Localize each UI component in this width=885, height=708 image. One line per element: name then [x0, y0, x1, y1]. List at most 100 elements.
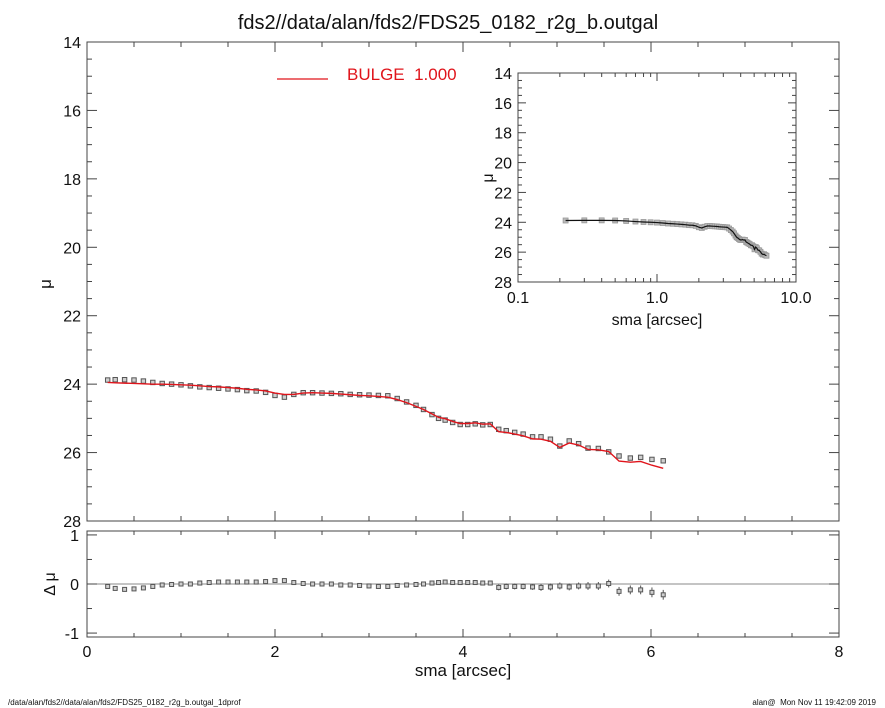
- residual-point: [112, 585, 118, 591]
- footer-right: alan@ Mon Nov 11 19:42:09 2019: [752, 698, 876, 707]
- residual-point: [150, 583, 156, 589]
- y-tick-label: 14: [63, 35, 81, 52]
- residual-point: [385, 583, 391, 589]
- residual-point: [338, 582, 344, 588]
- residual-point: [496, 584, 502, 590]
- data-point: [649, 456, 655, 463]
- residual-point: [465, 580, 471, 586]
- inset-y-tick-label: 22: [494, 185, 512, 202]
- residual-point: [530, 584, 536, 590]
- residual-point: [413, 581, 419, 587]
- residual-y-tick-label: 1: [70, 528, 79, 545]
- y-tick-label: 22: [63, 309, 81, 326]
- data-point: [197, 384, 203, 390]
- x-axis-label: sma [arcsec]: [415, 661, 511, 680]
- y-tick-label: 24: [63, 377, 81, 394]
- data-point: [385, 393, 391, 399]
- data-point: [121, 376, 128, 383]
- residual-point: [404, 582, 410, 588]
- residual-point: [328, 581, 334, 587]
- x-tick-label: 2: [271, 644, 280, 661]
- data-point: [375, 392, 382, 399]
- y-tick-label: 18: [63, 172, 81, 189]
- inset-y-tick-label: 14: [494, 66, 512, 83]
- data-point: [131, 377, 137, 383]
- inset-y-tick-label: 26: [494, 245, 512, 262]
- residual-y-tick-label: 0: [70, 577, 79, 594]
- residual-point: [234, 579, 240, 585]
- residual-point: [310, 581, 316, 587]
- data-point: [595, 445, 602, 452]
- residual-point: [429, 580, 435, 586]
- residual-point: [421, 581, 427, 587]
- inset-y-tick-label: 16: [494, 96, 512, 113]
- data-point: [225, 386, 231, 392]
- data-point: [660, 458, 666, 464]
- residual-point: [503, 583, 509, 589]
- residual-point: [512, 583, 518, 589]
- residual-point: [627, 587, 633, 593]
- main-y-label: μ: [36, 279, 55, 289]
- inset-profile-line: [565, 219, 767, 257]
- residual-point: [178, 581, 184, 587]
- inset-y-tick-label: 24: [494, 215, 512, 232]
- inset-y-tick-label: 18: [494, 126, 512, 143]
- residual-point: [436, 580, 442, 586]
- residual-point: [300, 581, 306, 587]
- data-point: [627, 455, 634, 461]
- inset-x-tick-label: 0.1: [507, 290, 529, 307]
- data-point: [637, 454, 644, 461]
- residual-y-tick-label: -1: [65, 626, 79, 643]
- residual-point: [122, 586, 128, 592]
- residual-point: [272, 578, 278, 584]
- footer-left: /data/alan/fds2//data/alan/fds2/FDS25_01…: [8, 698, 241, 707]
- data-point: [262, 389, 269, 396]
- y-tick-label: 16: [63, 103, 81, 120]
- chart-title: fds2//data/alan/fds2/FDS25_0182_r2g_b.ou…: [238, 12, 658, 34]
- residual-point: [394, 582, 400, 588]
- residual-point: [357, 582, 363, 588]
- residual-point: [660, 592, 666, 598]
- residual-point: [457, 580, 463, 586]
- legend-label: BULGE 1.000: [347, 65, 457, 84]
- residual-point: [557, 583, 563, 589]
- residual-point: [595, 583, 601, 589]
- residual-point: [472, 580, 478, 586]
- residual-point: [480, 580, 486, 586]
- data-point: [457, 421, 463, 428]
- residual-point: [347, 582, 353, 588]
- residual-point: [585, 583, 591, 589]
- inset-panel: 14 16 18 20 22 24 26 280.1 1.0 10.0: [494, 66, 811, 307]
- x-tick-label: 0: [83, 644, 92, 661]
- residual-point: [197, 580, 203, 586]
- data-point: [281, 394, 288, 400]
- residual-point: [105, 583, 111, 589]
- residual-point: [187, 581, 193, 587]
- data-point: [140, 378, 147, 384]
- inset-x-tick-label: 1.0: [646, 290, 668, 307]
- residual-point: [169, 581, 175, 587]
- residual-point: [649, 589, 655, 595]
- data-point: [112, 376, 118, 383]
- residual-point: [366, 583, 372, 589]
- residual-point: [131, 586, 137, 592]
- residual-point: [375, 583, 381, 589]
- x-tick-label: 8: [835, 644, 844, 661]
- data-point: [234, 386, 241, 393]
- inset-x-label: sma [arcsec]: [612, 312, 703, 329]
- residual-point: [140, 585, 146, 591]
- inset-x-tick-label: 10.0: [780, 290, 811, 307]
- data-point: [465, 421, 471, 428]
- data-point: [244, 387, 250, 394]
- residual-point: [159, 582, 165, 588]
- inset-y-tick-label: 28: [494, 275, 512, 292]
- data-point: [538, 434, 544, 440]
- residual-point: [319, 581, 325, 587]
- residual-y-label: Δ μ: [42, 572, 59, 595]
- residual-point: [566, 584, 572, 590]
- inset-y-label: μ: [480, 173, 497, 182]
- residual-point: [616, 588, 622, 594]
- y-tick-label: 20: [63, 240, 81, 257]
- residual-point: [638, 587, 644, 593]
